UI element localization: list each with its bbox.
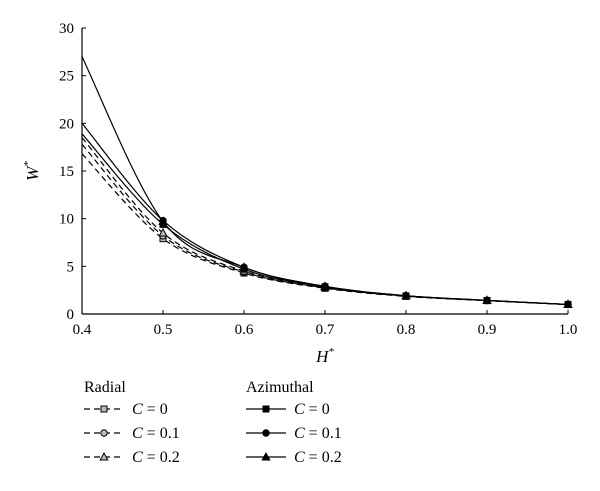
legend-marker — [99, 451, 109, 461]
legend-marker — [100, 405, 108, 413]
legend-marker — [100, 429, 108, 437]
x-tick-label: 0.5 — [154, 322, 173, 338]
series-line — [81, 137, 569, 306]
series-line — [81, 143, 569, 306]
legend-entry: C = 0.1 — [84, 425, 180, 442]
y-tick-label: 5 — [67, 259, 75, 275]
y-tick-label: 20 — [59, 116, 74, 132]
axes — [81, 28, 568, 315]
series-azimuthal-square — [81, 133, 572, 308]
tick-labels: 0.4 0.5 0.6 0.7 0.8 0.9 1.0 0 5 10 15 20 25 30 — [59, 21, 577, 338]
legend-entry: C = 0.1 — [246, 425, 342, 442]
y-tick-label: 0 — [67, 307, 75, 323]
data-point — [239, 262, 249, 271]
series-azimuthal-circle — [81, 122, 572, 309]
x-tick-label: 1.0 — [559, 322, 578, 338]
x-tick-label: 0.9 — [478, 322, 497, 338]
data-point — [158, 216, 168, 226]
series-line — [81, 122, 569, 306]
x-axis-title: H* — [315, 346, 334, 366]
legend-label: C = 0 — [294, 401, 330, 418]
legend-marker — [262, 405, 270, 413]
x-tick-label: 0.6 — [235, 322, 254, 338]
legend-heading-azimuthal: Azimuthal — [246, 379, 314, 396]
x-tick-label: 0.7 — [316, 322, 335, 338]
legend-entry: C = 0 — [246, 401, 330, 418]
legend-entry: C = 0.2 — [84, 449, 180, 466]
legend: Radial Azimuthal C = 0 C = 0.1 C = 0.2 C = … — [84, 379, 342, 466]
data-point — [158, 227, 168, 237]
legend-entry: C = 0 — [84, 401, 168, 418]
legend-label: C = 0.2 — [132, 449, 180, 466]
legend-marker — [262, 429, 270, 437]
data-point — [482, 295, 492, 304]
x-tick-label: 0.8 — [397, 322, 416, 338]
legend-marker — [261, 451, 271, 461]
legend-label: C = 0.1 — [294, 425, 342, 442]
data-point — [320, 281, 330, 290]
y-tick-label: 30 — [59, 21, 74, 37]
series-radial-triangle — [81, 137, 573, 308]
data-point — [563, 299, 573, 308]
series-line — [81, 133, 569, 306]
y-tick-label: 15 — [59, 164, 74, 180]
series-line — [81, 56, 569, 306]
y-axis-title: W* — [22, 161, 42, 181]
legend-label: C = 0.1 — [132, 425, 180, 442]
series-lines — [81, 56, 573, 309]
legend-label: C = 0.2 — [294, 449, 342, 466]
x-tick-label: 0.4 — [73, 322, 92, 338]
y-tick-label: 25 — [59, 69, 74, 85]
data-point — [401, 290, 411, 300]
legend-label: C = 0 — [132, 401, 168, 418]
legend-heading-radial: Radial — [84, 379, 126, 396]
series-azimuthal-triangle — [81, 56, 573, 308]
y-tick-label: 10 — [59, 212, 74, 228]
legend-entry: C = 0.2 — [246, 449, 342, 466]
